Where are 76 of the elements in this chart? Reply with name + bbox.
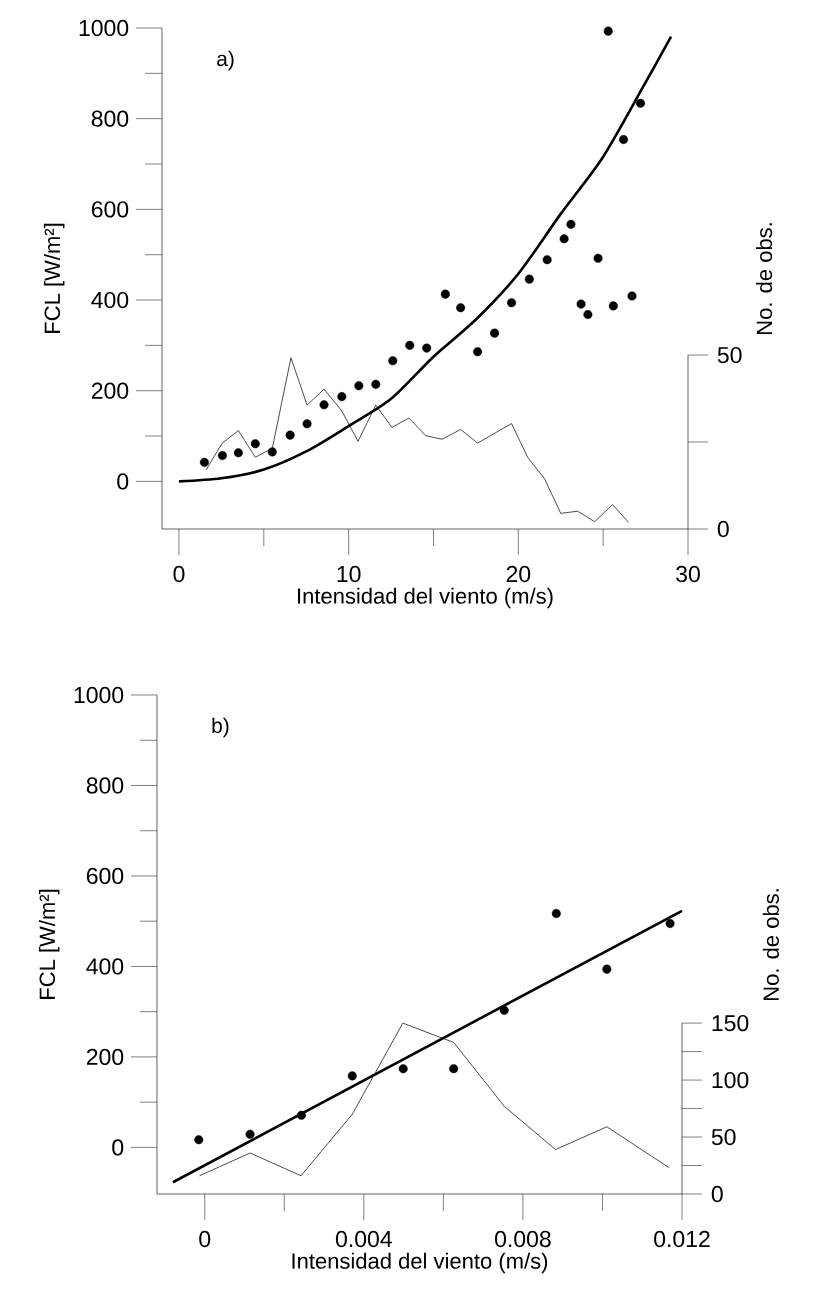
x-tick-label: 0 [173, 565, 185, 583]
point [405, 340, 415, 350]
point [473, 347, 483, 357]
y2-tick-label: 0 [717, 520, 729, 538]
point [194, 1135, 204, 1145]
point [319, 400, 329, 410]
point [608, 301, 618, 311]
point [398, 1064, 408, 1074]
point [217, 451, 227, 461]
point [559, 234, 569, 244]
y-tick-label: 200 [86, 1048, 124, 1066]
y2-tick-label: 100 [712, 1071, 749, 1089]
y-tick-label: 400 [91, 291, 129, 309]
y2-tick-label: 150 [712, 1014, 749, 1032]
point [302, 419, 312, 429]
point [250, 439, 260, 449]
point [576, 299, 586, 309]
point [499, 1005, 509, 1015]
point [603, 26, 613, 36]
y-tick-label: 1000 [74, 686, 124, 704]
point [602, 964, 612, 974]
point [199, 457, 209, 467]
point [449, 1064, 459, 1074]
annotation: b) [212, 717, 229, 738]
y-axis-title: FCL [W/m²] [38, 889, 60, 999]
point [627, 291, 637, 301]
x-tick-label: 20 [506, 565, 531, 583]
y-tick-label: 200 [91, 382, 129, 399]
point [267, 447, 277, 457]
y2-tick-label: 50 [717, 346, 742, 364]
y-tick-label: 600 [91, 201, 129, 218]
y-tick-label: 0 [117, 473, 129, 490]
point [524, 274, 534, 284]
y-tick-label: 800 [86, 777, 124, 794]
point [337, 392, 347, 402]
point [593, 253, 603, 263]
point [490, 328, 500, 338]
point [422, 343, 432, 353]
x-tick-label: 0.012 [654, 1230, 710, 1248]
x-tick-label: 30 [676, 565, 700, 583]
point [245, 1129, 255, 1139]
point [665, 918, 675, 928]
x-tick-label: 10 [337, 565, 361, 583]
line-series [199, 1022, 670, 1177]
y-tick-label: 0 [112, 1139, 124, 1156]
point [354, 381, 364, 391]
point [566, 219, 576, 229]
point [440, 289, 450, 299]
y2-axis-title: No. de obs. [762, 889, 779, 1000]
point [285, 430, 295, 440]
annotation: a) [217, 50, 234, 71]
y-tick-label: 1000 [79, 19, 129, 37]
y-tick-label: 800 [91, 110, 129, 127]
point [388, 356, 398, 366]
point [233, 448, 243, 458]
x-tick-label: 0.008 [495, 1230, 551, 1248]
y-axis-title: FCL [W/m²] [43, 223, 65, 333]
point [456, 303, 466, 313]
point [507, 298, 517, 308]
point [347, 1071, 357, 1081]
y2-axis-title: No. de obs. [755, 223, 773, 334]
point [635, 98, 645, 108]
x-tick-label: 0.004 [335, 1230, 392, 1248]
point [551, 909, 561, 919]
y2-tick-label: 0 [711, 1185, 723, 1203]
x-axis-title: Intensidad del viento (m/s) [298, 587, 553, 609]
point [296, 1110, 306, 1120]
point [583, 310, 593, 320]
y-tick-label: 600 [86, 867, 124, 885]
y2-tick-label: 50 [711, 1128, 736, 1146]
x-axis-title: Intensidad del viento (m/s) [292, 1252, 548, 1274]
y-tick-label: 400 [86, 958, 124, 975]
point [619, 135, 629, 145]
point [542, 255, 552, 265]
x-tick-label: 0 [199, 1230, 211, 1248]
point [371, 379, 381, 389]
